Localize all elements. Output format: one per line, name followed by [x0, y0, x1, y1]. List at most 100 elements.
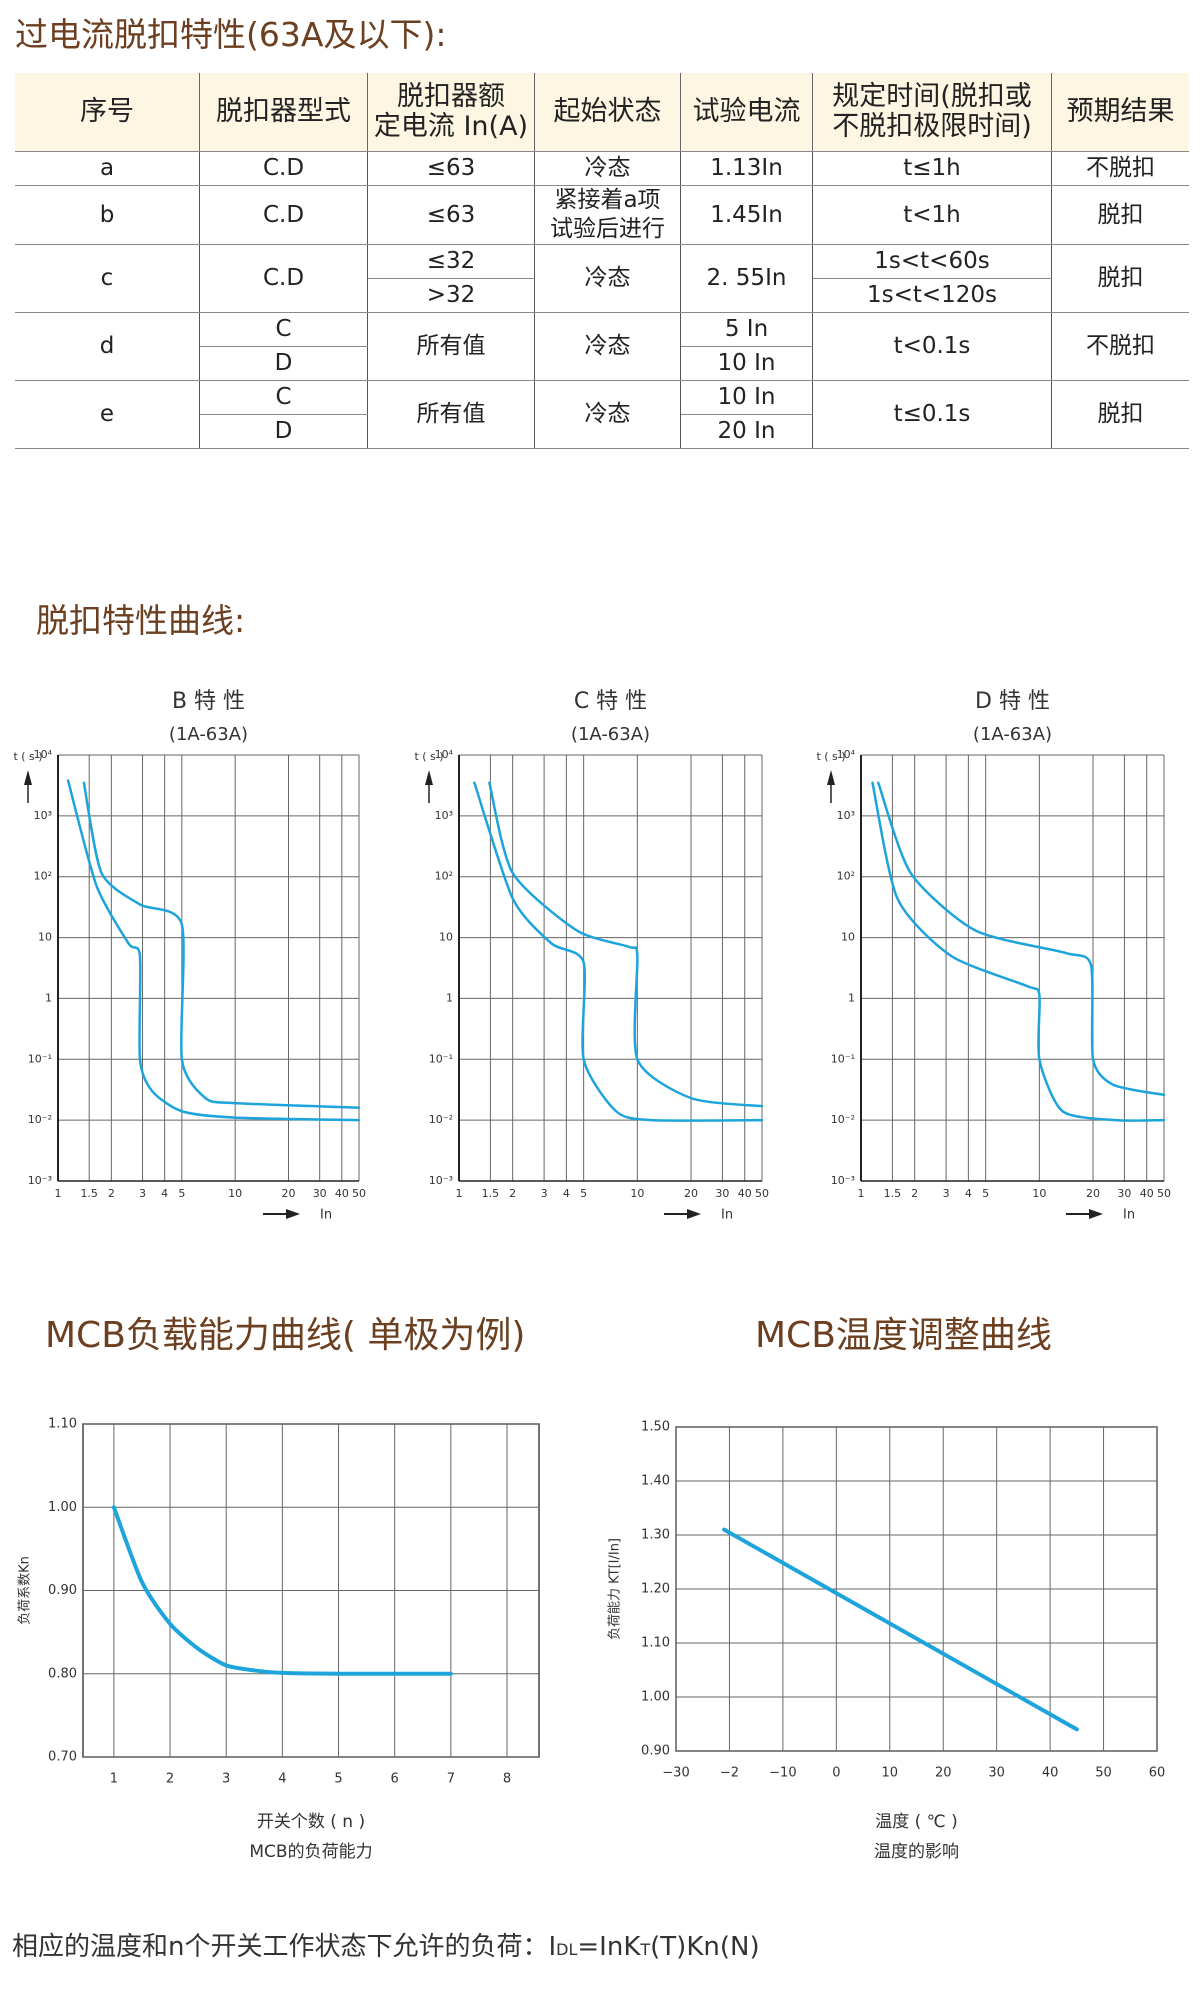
table-cell: 1.45In: [680, 185, 813, 245]
y-arrow: [827, 770, 835, 785]
page-title: 过电流脱扣特性(63A及以下):: [15, 15, 447, 54]
table-cell: D: [199, 346, 368, 381]
y-arrow: [24, 770, 32, 785]
header-cell: 试验电流: [680, 73, 813, 152]
x-tick-label: 5: [178, 1187, 185, 1200]
y-tick-label: 1.50: [641, 1420, 670, 1435]
y-tick-label: 0.90: [641, 1744, 670, 1759]
x-tick-label: 50: [352, 1187, 366, 1200]
table-cell: e: [15, 380, 200, 449]
x-axis-label: In: [320, 1208, 332, 1223]
x-tick-label: 20: [281, 1187, 295, 1200]
table-cell: C.D: [199, 151, 368, 186]
x-tick-label: 10: [1032, 1187, 1046, 1200]
y-tick-label: 10²: [34, 870, 52, 883]
table-cell: C.D: [199, 185, 368, 245]
x-tick-label: 1: [456, 1187, 463, 1200]
table-cell: t<0.1s: [812, 312, 1052, 381]
x-tick-label: 5: [580, 1187, 587, 1200]
table-cell: 所有值: [367, 380, 535, 449]
x-tick-label: −2: [720, 1766, 739, 1781]
spec-table: 序号 脱扣器型式 脱扣器额 定电流 In(A) 起始状态 试验电流 规定时间(脱扣或 不脱…: [15, 73, 1189, 449]
table-cell: 5 In: [680, 312, 813, 347]
table-cell: C: [199, 312, 368, 347]
y-tick-label: 10⁻²: [831, 1113, 855, 1126]
x-axis-label: 温度 ( ℃ ): [875, 1812, 958, 1832]
x-tick-label: 6: [391, 1772, 399, 1787]
table-cell: 10 In: [680, 346, 813, 381]
table-cell: >32: [367, 278, 535, 313]
curve: [82, 781, 361, 1109]
x-tick-label: 20: [1086, 1187, 1100, 1200]
x-tick-label: 2: [911, 1187, 918, 1200]
table-cell: t≤0.1s: [812, 380, 1052, 449]
x-arrow: [286, 1209, 300, 1219]
x-tick-label: 1: [858, 1187, 865, 1200]
x-tick-label: 4: [965, 1187, 972, 1200]
x-tick-label: 1.5: [80, 1187, 98, 1200]
y-tick-label: 0.90: [48, 1583, 77, 1598]
y-tick-label: 1.30: [641, 1528, 670, 1543]
header-cell: 规定时间(脱扣或 不脱扣极限时间): [812, 73, 1052, 152]
x-tick-label: 3: [541, 1187, 548, 1200]
x-tick-label: 1.5: [884, 1187, 902, 1200]
y-tick-label: 10³: [837, 809, 855, 822]
table-cell: 10 In: [680, 380, 813, 415]
x-axis-label: 开关个数 ( n ): [257, 1812, 365, 1832]
table-cell: 所有值: [367, 312, 535, 381]
y-tick-label: 10²: [435, 870, 453, 883]
x-tick-label: 4: [161, 1187, 168, 1200]
header-cell: 序号: [15, 73, 200, 152]
x-tick-label: 50: [1095, 1766, 1112, 1781]
y-tick-label: 0.70: [48, 1750, 77, 1765]
chart-caption: 温度的影响: [874, 1842, 959, 1862]
table-cell: t<1h: [812, 185, 1052, 245]
y-axis-label: 负荷能力 KT[I/In]: [608, 1538, 623, 1640]
table-cell: 紧接着a项 试验后进行: [534, 185, 681, 245]
y-tick-label: 10⁴: [435, 748, 454, 761]
curve: [871, 781, 1166, 1122]
chart-title: C 特 性: [574, 689, 647, 714]
header-row: 序号 脱扣器型式 脱扣器额 定电流 In(A) 起始状态 试验电流 规定时间(脱扣或 不脱…: [15, 73, 1189, 152]
x-axis-label: In: [1123, 1208, 1135, 1223]
y-axis-label: t ( s ): [13, 750, 42, 763]
y-tick-label: 10⁻¹: [28, 1052, 52, 1065]
y-tick-label: 10⁻²: [28, 1113, 52, 1126]
x-tick-label: 3: [943, 1187, 950, 1200]
y-tick-label: 1.00: [48, 1500, 77, 1515]
chart-title: B 特 性: [172, 689, 245, 714]
x-tick-label: 2: [509, 1187, 516, 1200]
x-tick-label: 40: [1140, 1187, 1154, 1200]
formula-part: T: [640, 1940, 651, 1959]
chart-caption: MCB的负荷能力: [249, 1842, 372, 1862]
table-row: D 20 In: [15, 414, 1189, 449]
x-tick-label: 8: [503, 1772, 511, 1787]
x-tick-label: 10: [228, 1187, 242, 1200]
y-tick-label: 10²: [837, 870, 855, 883]
formula-part: =InK: [577, 1932, 641, 1962]
x-tick-label: 30: [715, 1187, 729, 1200]
x-arrow: [1089, 1209, 1103, 1219]
table-cell: C.D: [199, 244, 368, 313]
table-cell: 脱扣: [1051, 380, 1189, 449]
table-row: e C 所有值 冷态 10 In t≤0.1s 脱扣: [15, 380, 1189, 449]
curve: [473, 781, 764, 1122]
x-tick-label: 0: [832, 1766, 840, 1781]
x-tick-label: 20: [935, 1766, 952, 1781]
chart-subtitle: (1A-63A): [169, 724, 248, 745]
x-tick-label: 1: [110, 1772, 118, 1787]
table-cell: c: [15, 244, 200, 313]
x-tick-label: −30: [662, 1766, 689, 1781]
table-cell: 不脱扣: [1051, 312, 1189, 381]
chart-subtitle: (1A-63A): [571, 724, 650, 745]
x-tick-label: 30: [1117, 1187, 1131, 1200]
x-tick-label: 30: [313, 1187, 327, 1200]
curve: [111, 1505, 453, 1676]
curve: [877, 781, 1166, 1097]
x-tick-label: −10: [769, 1766, 796, 1781]
x-tick-label: 4: [278, 1772, 286, 1787]
y-tick-label: 1: [848, 991, 855, 1004]
curve: [66, 779, 361, 1122]
